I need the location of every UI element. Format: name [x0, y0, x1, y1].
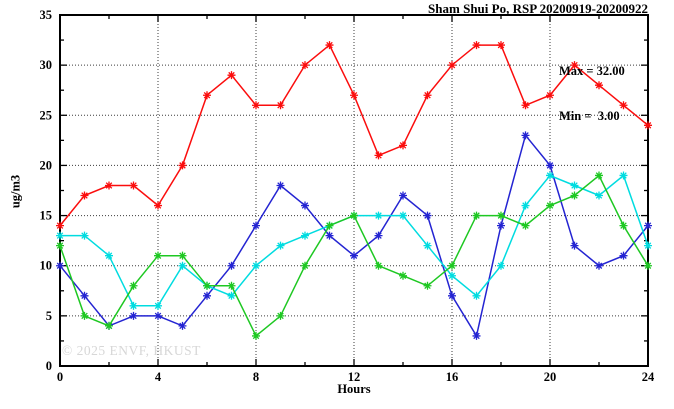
x-tick-label: 24 — [642, 370, 655, 384]
y-tick-label: 0 — [46, 359, 52, 373]
legend: Max = 32.00 Min = 3.00 — [559, 34, 625, 154]
x-tick-label: 20 — [544, 370, 557, 384]
series-markers — [56, 41, 652, 230]
chart-title: Sham Shui Po, RSP 20200919-20200922 — [428, 1, 648, 16]
y-tick-label: 15 — [40, 209, 53, 223]
y-axis-label: ug/m3 — [8, 174, 23, 209]
tick-labels: 0 5 10 15 20 25 30 35 0 4 8 12 16 20 24 — [40, 8, 656, 384]
legend-max-value: Max = 32.00 — [559, 64, 625, 78]
x-tick-label: 4 — [155, 370, 162, 384]
x-tick-label: 8 — [253, 370, 259, 384]
plot-frame — [59, 14, 649, 367]
y-tick-label: 35 — [40, 8, 53, 22]
y-tick-label: 30 — [40, 58, 53, 72]
x-tick-label: 12 — [348, 370, 361, 384]
y-tick-label: 20 — [40, 158, 53, 172]
y-tick-label: 10 — [40, 259, 53, 273]
series-markers — [56, 171, 652, 340]
legend-min-value: Min = 3.00 — [559, 109, 620, 123]
x-tick-label: 0 — [57, 370, 63, 384]
y-tick-label: 5 — [46, 309, 52, 323]
x-tick-label: 16 — [446, 370, 459, 384]
watermark: © 2025 ENVF, HKUST — [62, 343, 201, 358]
x-axis-label: Hours — [337, 382, 371, 396]
series-day-1-red — [56, 41, 652, 230]
series-day-4-green — [56, 171, 652, 340]
y-tick-label: 25 — [40, 108, 53, 122]
